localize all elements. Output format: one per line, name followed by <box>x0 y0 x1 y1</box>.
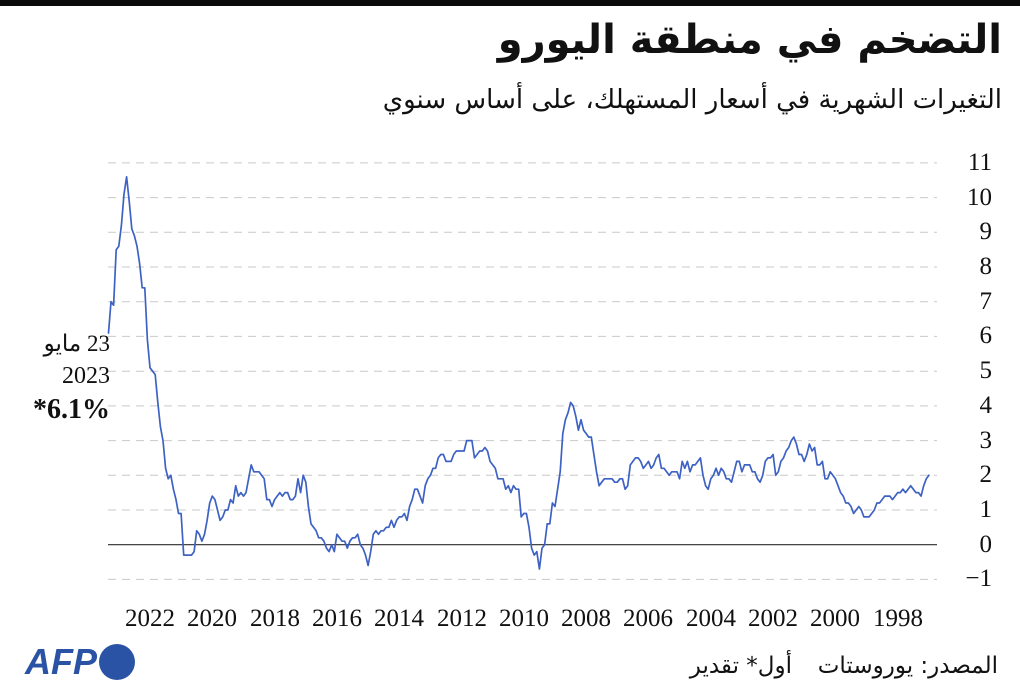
x-tick-label: 2020 <box>187 605 237 632</box>
inflation-line <box>107 175 930 570</box>
annotation-value: *6.1% <box>33 394 110 425</box>
y-tick-label: 3 <box>979 427 993 454</box>
y-tick-label: 9 <box>979 218 993 245</box>
y-tick-label: 5 <box>979 357 993 384</box>
x-tick-label: 2018 <box>250 605 300 632</box>
y-tick-label: 10 <box>967 184 992 211</box>
chart-subtitle: التغيرات الشهرية في أسعار المستهلك، على … <box>382 85 1002 115</box>
x-tick-label: 2006 <box>623 605 673 632</box>
top-rule <box>0 0 1020 6</box>
y-tick-label: 8 <box>979 253 993 280</box>
x-tick-label: 2022 <box>125 605 175 632</box>
x-tick-label: 2016 <box>312 605 362 632</box>
x-tick-label: 2014 <box>374 605 424 632</box>
x-tick-label: 2000 <box>810 605 860 632</box>
x-tick-label: 1998 <box>873 605 923 632</box>
afp-logo-circle-icon <box>99 644 135 680</box>
page-title: التضخم في منطقة اليورو <box>497 17 1002 63</box>
y-tick-label: 6 <box>979 322 993 349</box>
y-tick-label: 1 <box>979 496 993 523</box>
latest-value-annotation: 23 مايو 2023 *6.1% <box>0 327 110 428</box>
source-credit: المصدر: يوروستات <box>817 653 998 679</box>
y-tick-label: 7 <box>979 288 993 315</box>
gridlines <box>108 162 937 580</box>
afp-logo: AFP <box>25 643 135 681</box>
x-tick-label: 2002 <box>748 605 798 632</box>
footnote-first-estimate: أول* تقدير <box>689 653 792 679</box>
x-tick-label: 2008 <box>561 605 611 632</box>
x-tick-label: 2004 <box>686 605 736 632</box>
y-tick-label: 11 <box>967 149 992 176</box>
afp-logo-text: AFP <box>25 641 97 682</box>
annotation-date: 23 مايو <box>43 331 110 356</box>
y-tick-label: −1 <box>965 565 992 592</box>
y-tick-label: 0 <box>979 531 993 558</box>
x-tick-label: 2010 <box>499 605 549 632</box>
annotation-year: 2023 <box>62 363 110 389</box>
x-tick-label: 2012 <box>437 605 487 632</box>
y-tick-label: 2 <box>979 461 993 488</box>
y-tick-label: 4 <box>979 392 993 419</box>
